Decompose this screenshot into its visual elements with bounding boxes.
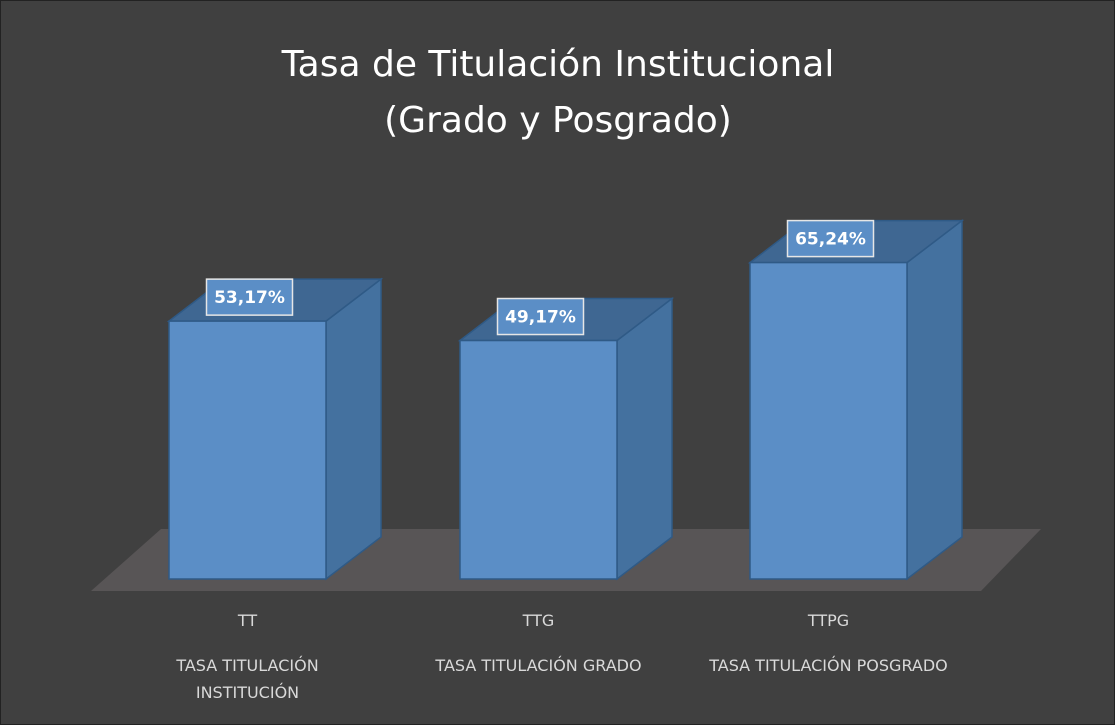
- bar-front: [749, 261, 908, 580]
- category-description: TASA TITULACIÓN GRADO: [435, 656, 642, 675]
- bar-side: [616, 297, 673, 581]
- bar-front: [459, 339, 618, 580]
- value-label: 49,17%: [505, 308, 576, 328]
- bar: [166, 277, 384, 581]
- category-description: TASA TITULACIÓN POSGRADO: [709, 656, 948, 675]
- x-tick-label: TTG: [522, 611, 555, 630]
- value-label-box: [786, 219, 875, 258]
- value-label-box: [205, 278, 294, 316]
- bar: [457, 297, 675, 581]
- bar-side: [906, 219, 963, 581]
- bar-side: [325, 277, 382, 581]
- x-tick-label: TT: [237, 611, 258, 630]
- x-tick-label: TTPG: [807, 611, 850, 630]
- bar: [747, 219, 965, 581]
- value-label: 65,24%: [795, 230, 866, 250]
- category-description: TASA TITULACIÓN INSTITUCIÓN: [176, 656, 319, 702]
- bar-front: [168, 320, 327, 580]
- chart-title: Tasa de Titulación Institucional (Grado …: [281, 44, 835, 141]
- value-label: 53,17%: [214, 288, 285, 308]
- value-label-box: [496, 297, 585, 336]
